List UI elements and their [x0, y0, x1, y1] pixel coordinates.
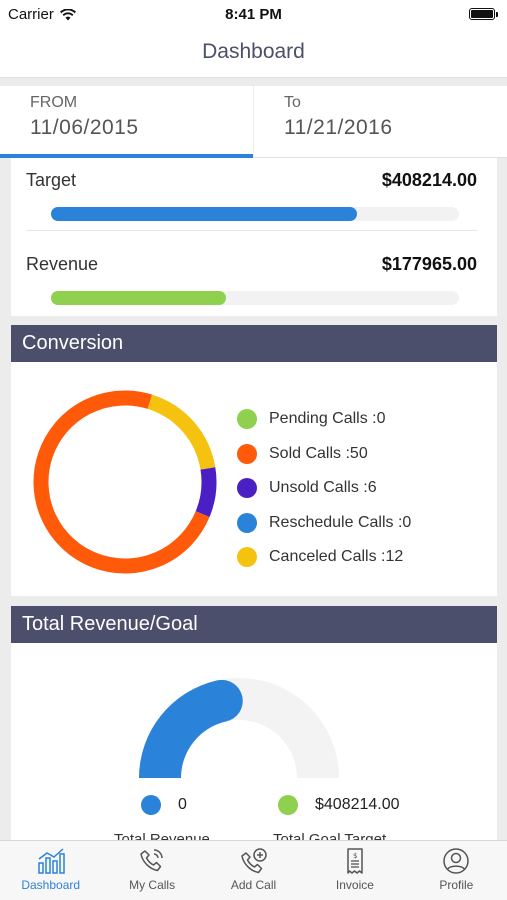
total-goal-legend: $408214.00 [278, 795, 400, 815]
wifi-icon [59, 8, 76, 20]
clock: 8:41 PM [225, 6, 282, 23]
from-date-tab[interactable]: FROM 11/06/2015 [0, 86, 253, 158]
gauge-fill-cap [200, 679, 243, 722]
phone-ringing-icon [140, 849, 163, 872]
target-progress-fill [51, 207, 357, 221]
legend-label: Sold Calls :50 [269, 444, 368, 462]
from-date-label: FROM [30, 94, 78, 111]
revenue-goal-card: 0 $408214.00 Total Revenue Total Goal Ta… [11, 643, 497, 843]
total-revenue-legend: 0 [141, 795, 187, 815]
legend-item: Canceled Calls :12 [237, 540, 411, 575]
target-label: Target [26, 170, 77, 190]
target-amount: $408214.00 [381, 170, 477, 190]
metrics-card: Target $408214.00 Revenue $177965.00 [11, 158, 497, 316]
conversion-header: Conversion [11, 325, 497, 362]
phone-add-icon [240, 848, 267, 874]
tab-my-calls-label: My Calls [129, 878, 176, 892]
tab-dashboard[interactable]: Dashboard [0, 841, 101, 900]
navigation-bar: Dashboard [0, 28, 507, 78]
legend-item: Reschedule Calls :0 [237, 506, 411, 541]
revenue-goal-header: Total Revenue/Goal [11, 606, 497, 643]
battery-icon [469, 8, 498, 20]
total-goal-dot [278, 795, 298, 815]
from-date-value: 11/06/2015 [30, 116, 139, 139]
bar-chart-icon [37, 848, 65, 874]
conversion-donut-chart [33, 390, 217, 574]
revenue-goal-gauge [139, 678, 339, 778]
legend-item: Sold Calls :50 [237, 437, 411, 472]
revenue-progress-track [51, 291, 459, 305]
revenue-amount: $177965.00 [381, 254, 477, 274]
revenue-metric: Revenue $177965.00 [26, 254, 477, 305]
tab-dashboard-label: Dashboard [21, 878, 81, 892]
conversion-card: Pending Calls :0 Sold Calls :50 Unsold Cal… [11, 362, 497, 596]
legend-label: Pending Calls :0 [269, 410, 386, 428]
tab-add-call-label: Add Call [230, 878, 277, 892]
target-metric: Target $408214.00 [26, 170, 477, 221]
donut-slice [195, 467, 217, 517]
legend-label: Reschedule Calls :0 [269, 513, 412, 531]
legend-item: Unsold Calls :6 [237, 471, 411, 506]
revenue-label: Revenue [26, 254, 99, 274]
revenue-progress-fill [51, 291, 227, 305]
legend-dot [237, 512, 257, 533]
tab-profile-label: Profile [439, 878, 474, 892]
status-bar: Carrier 8:41 PM [0, 0, 507, 28]
metrics-divider [26, 230, 477, 231]
page-title: Dashboard [202, 40, 305, 63]
legend-label: Unsold Calls :6 [269, 479, 377, 497]
legend-dot [237, 547, 257, 568]
total-goal-value: $408214.00 [315, 796, 400, 813]
legend-dot [237, 478, 257, 499]
svg-text:$: $ [353, 852, 357, 860]
to-date-value: 11/21/2016 [284, 116, 393, 139]
tab-bar: Dashboard My Calls Add Call $ Invoice [0, 840, 507, 900]
legend-item: Pending Calls :0 [237, 402, 411, 437]
invoice-icon: $ [347, 848, 363, 874]
tab-add-call[interactable]: Add Call [203, 841, 304, 900]
donut-slice [147, 394, 216, 470]
conversion-legend: Pending Calls :0 Sold Calls :50 Unsold Cal… [237, 402, 411, 575]
tab-invoice[interactable]: $ Invoice [304, 841, 405, 900]
tab-invoice-label: Invoice [335, 878, 374, 892]
total-revenue-value: 0 [178, 796, 187, 813]
carrier-label: Carrier [8, 6, 54, 23]
to-date-tab[interactable]: To 11/21/2016 [253, 86, 507, 157]
carrier-info: Carrier [8, 6, 76, 23]
legend-dot [237, 409, 257, 430]
total-revenue-dot [141, 795, 161, 815]
profile-icon [443, 848, 470, 874]
date-range-selector: FROM 11/06/2015 To 11/21/2016 [0, 86, 507, 158]
target-progress-track [51, 207, 459, 221]
to-date-label: To [284, 94, 301, 111]
tab-my-calls[interactable]: My Calls [101, 841, 202, 900]
donut-slice [33, 390, 210, 574]
legend-dot [237, 443, 257, 464]
legend-label: Canceled Calls :12 [269, 548, 404, 566]
tab-profile[interactable]: Profile [406, 841, 507, 900]
